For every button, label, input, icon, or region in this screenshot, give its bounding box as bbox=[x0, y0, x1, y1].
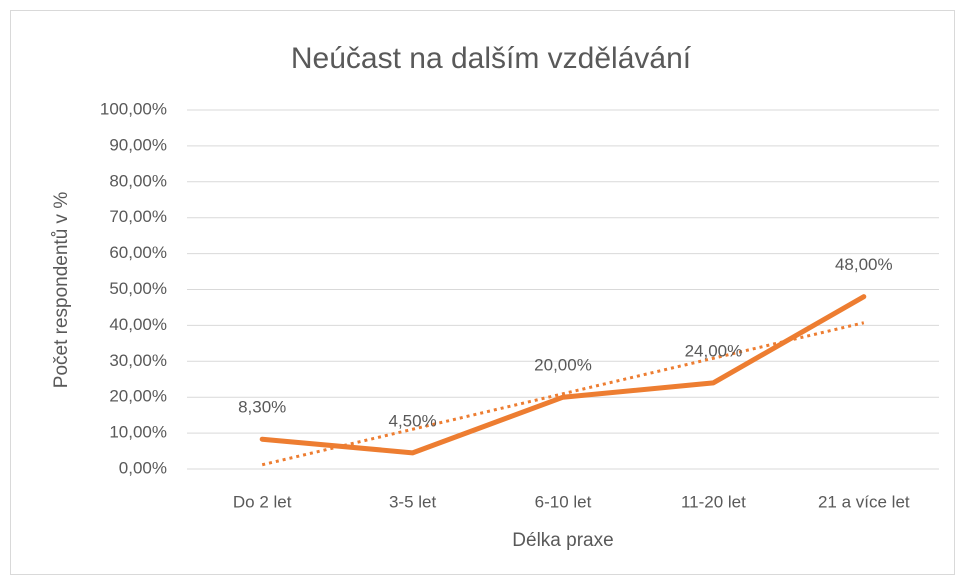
data-label: 8,30% bbox=[238, 398, 286, 417]
y-tick-label: 10,00% bbox=[109, 423, 167, 442]
trendline bbox=[261, 321, 865, 467]
x-axis-title: Délka praxe bbox=[512, 530, 613, 551]
y-tick-label: 80,00% bbox=[109, 171, 167, 190]
x-tick-label: 3-5 let bbox=[389, 492, 437, 511]
y-tick-label: 20,00% bbox=[109, 387, 167, 406]
data-label: 20,00% bbox=[534, 356, 592, 375]
y-tick-label: 30,00% bbox=[109, 351, 167, 370]
y-tick-label: 60,00% bbox=[109, 243, 167, 262]
y-tick-label: 0,00% bbox=[119, 458, 167, 477]
y-axis-title: Počet respondentů v % bbox=[51, 192, 72, 389]
data-label: 4,50% bbox=[388, 411, 436, 430]
data-label: 24,00% bbox=[685, 341, 743, 360]
chart-title: Neúčast na dalším vzdělávání bbox=[291, 42, 692, 75]
x-tick-label: 11-20 let bbox=[681, 492, 746, 511]
data-label: 48,00% bbox=[835, 255, 893, 274]
y-tick-label: 40,00% bbox=[109, 315, 167, 334]
y-tick-label: 100,00% bbox=[100, 99, 167, 118]
x-tick-label: Do 2 let bbox=[233, 492, 292, 511]
chart-border bbox=[10, 10, 955, 575]
y-tick-label: 50,00% bbox=[109, 279, 167, 298]
data-line bbox=[259, 294, 867, 456]
y-tick-label: 70,00% bbox=[109, 207, 167, 226]
x-tick-label: 6-10 let bbox=[535, 492, 592, 511]
y-tick-label: 90,00% bbox=[109, 135, 167, 154]
x-tick-label: 21 a více let bbox=[818, 492, 910, 511]
